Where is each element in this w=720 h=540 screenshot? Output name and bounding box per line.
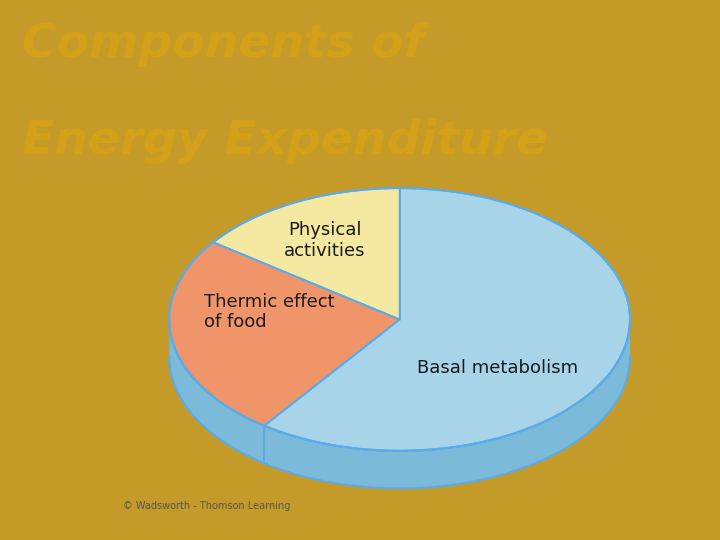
Text: Basal metabolism: Basal metabolism: [417, 359, 578, 377]
Polygon shape: [264, 320, 630, 488]
Polygon shape: [169, 320, 264, 463]
Text: Thermic effect
of food: Thermic effect of food: [204, 293, 334, 332]
Polygon shape: [213, 188, 400, 320]
Text: Physical
activities: Physical activities: [284, 221, 366, 260]
Polygon shape: [169, 242, 400, 426]
Polygon shape: [169, 320, 630, 488]
Text: Components of: Components of: [22, 22, 424, 66]
Text: © Wadsworth - Thomson Learning: © Wadsworth - Thomson Learning: [123, 501, 290, 511]
Text: Energy Expenditure: Energy Expenditure: [22, 119, 548, 164]
Polygon shape: [264, 188, 630, 451]
